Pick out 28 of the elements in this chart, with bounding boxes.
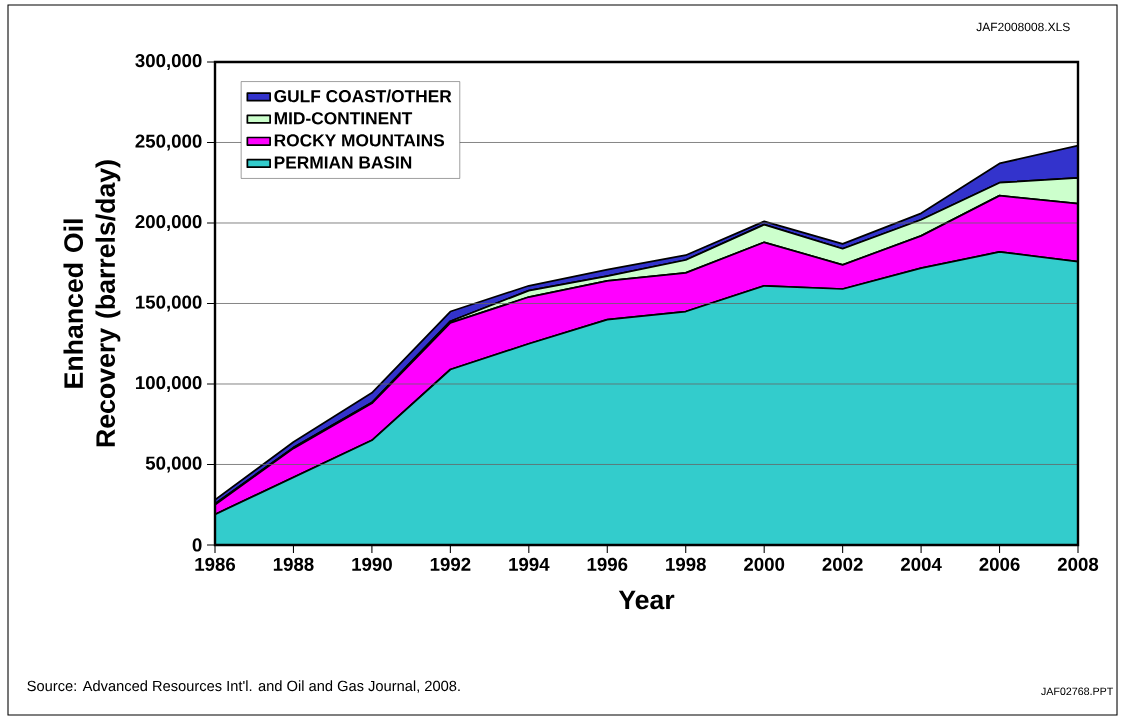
y-tick-label: 100,000	[136, 376, 202, 392]
x-tick-label: 2006	[979, 557, 1020, 571]
x-tick-label: 1988	[273, 557, 314, 571]
x-tick-label: 2000	[744, 557, 785, 571]
x-tick-label: 1994	[509, 557, 550, 571]
y-tick-label: 200,000	[135, 215, 202, 231]
x-axis-title: Year	[618, 590, 675, 610]
legend-label: GULF COAST/OTHER	[274, 89, 452, 103]
x-tick-label: 2002	[822, 557, 863, 571]
y-tick-label: 50,000	[145, 456, 202, 473]
x-tick-label: 1986	[195, 557, 236, 571]
text: JAF2008008.XLS	[976, 22, 1070, 32]
source-note: Source: Advanced Resources Int'l. and Oil and Gas Journal, 2008.	[27, 680, 460, 693]
x-tick-label: 1996	[587, 557, 628, 571]
y-tick-label: 150,000	[136, 295, 202, 312]
x-tick-label: 1998	[666, 557, 706, 571]
x-tick-label: 2008	[1057, 557, 1099, 571]
x-tick-label: 1990	[352, 557, 392, 571]
x-tick-label: 1992	[430, 557, 471, 571]
y-axis-title: Enhanced Oil Recovery (barrels/day)	[63, 160, 121, 447]
x-tick-label: 2004	[900, 557, 942, 571]
legend-label: PERMIAN BASIN	[274, 156, 412, 169]
y-tick-label: 0	[192, 538, 202, 552]
y-tick-label: 300,000	[135, 54, 202, 70]
legend-label: ROCKY MOUNTAINS	[274, 134, 445, 147]
legend-label: MID-CONTINENT	[274, 112, 413, 125]
y-tick-label: 250,000	[135, 134, 202, 151]
text: JAF02768.PPT	[1041, 687, 1114, 696]
